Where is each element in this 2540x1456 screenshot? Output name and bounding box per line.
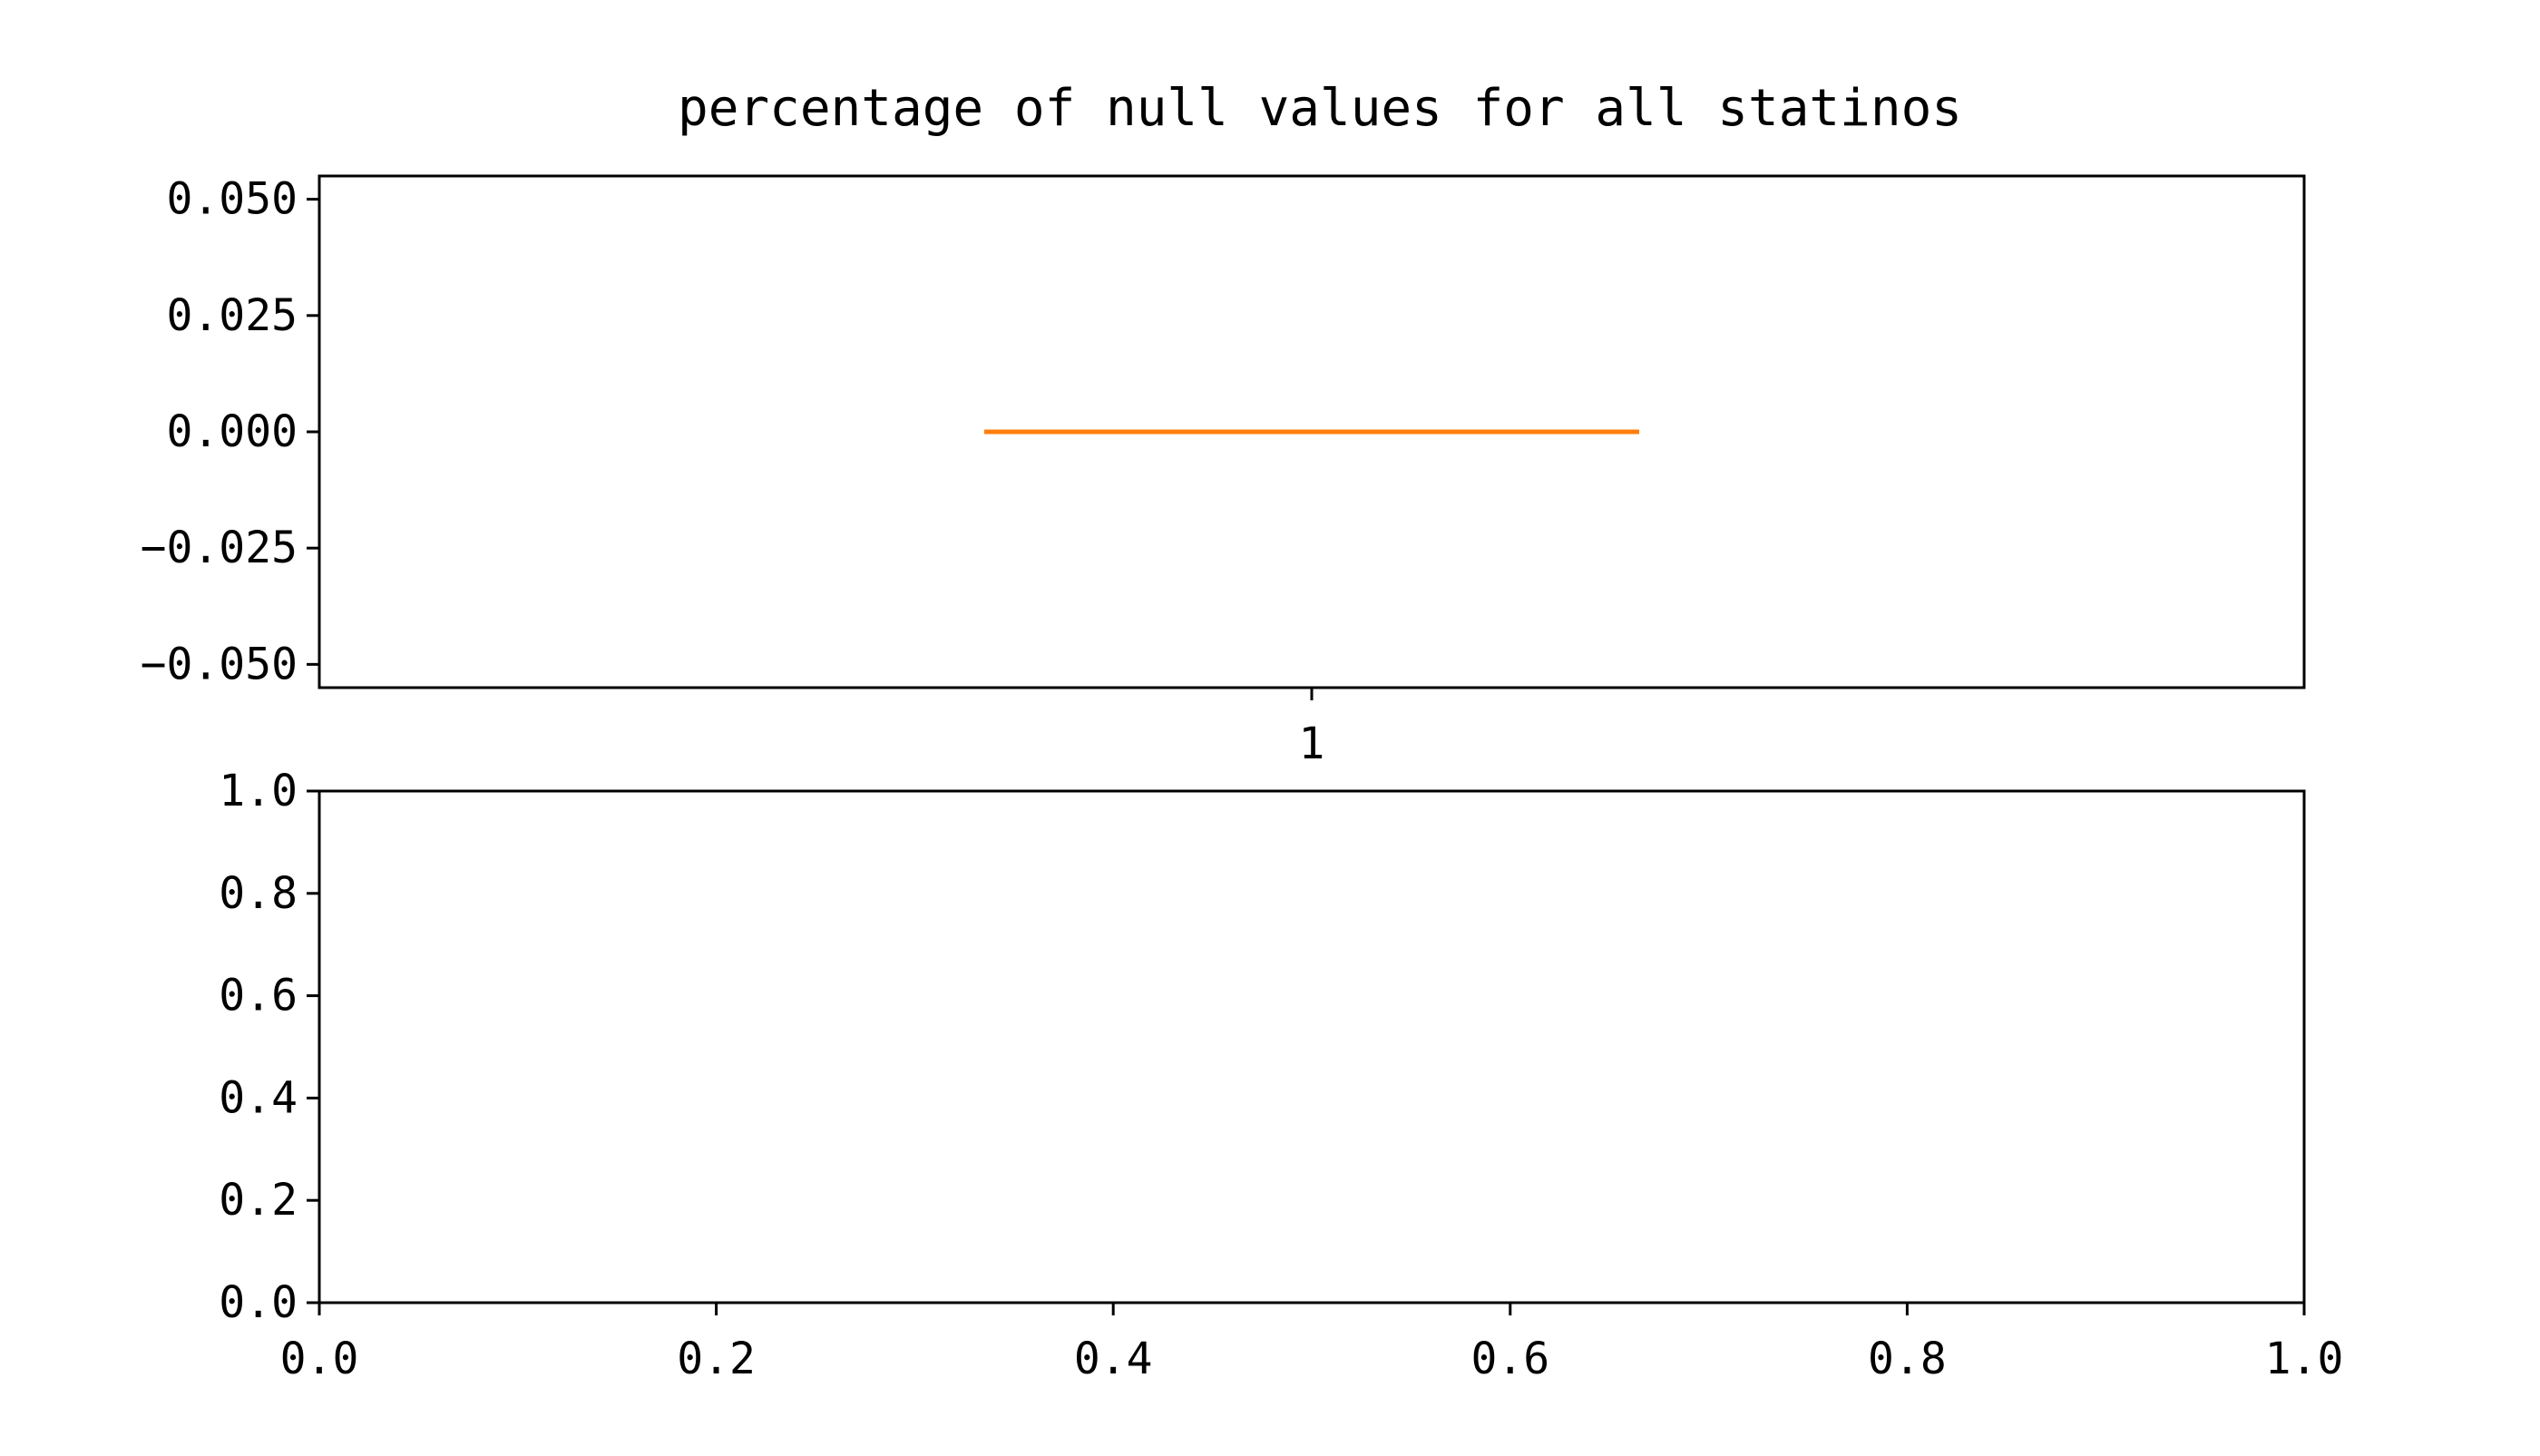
bottom-x-tick-label: 0.0 — [280, 1334, 359, 1384]
top-y-tick-label: 0.000 — [167, 406, 298, 457]
bottom-y-tick-label: 0.0 — [219, 1277, 298, 1328]
bottom-y-tick-label: 0.2 — [219, 1175, 298, 1226]
top-y-tick-label: 0.050 — [167, 174, 298, 225]
bottom-y-tick-label: 0.8 — [219, 868, 298, 919]
bottom-axes: 1.0 0.8 0.6 0.4 0.2 0.0 0.0 0.2 0.4 0.6 0.8 1.0 — [219, 766, 2343, 1384]
bottom-axes-frame — [318, 789, 2306, 1305]
bottom-x-tick-label: 0.2 — [677, 1334, 756, 1384]
bottom-x-tick-label: 0.6 — [1470, 1334, 1549, 1384]
top-y-tick-label: −0.025 — [141, 523, 298, 573]
top-axes: 0.050 0.025 0.000 −0.025 −0.050 1 — [141, 174, 2306, 769]
bottom-x-tick-label: 0.4 — [1074, 1334, 1153, 1384]
bottom-y-tick-label: 0.4 — [219, 1072, 298, 1123]
bottom-x-tick-label: 1.0 — [2265, 1334, 2344, 1384]
bottom-x-tick-label: 0.8 — [1868, 1334, 1947, 1384]
top-y-tick-label: 0.025 — [167, 290, 298, 341]
bottom-y-tick-label: 0.6 — [219, 971, 298, 1021]
top-axes-frame — [318, 174, 2306, 689]
top-y-tick-label: −0.050 — [141, 639, 298, 689]
bottom-y-tick-label: 1.0 — [219, 766, 298, 816]
chart-title: percentage of null values for all statin… — [678, 79, 1962, 138]
top-x-tick-label: 1 — [1299, 718, 1325, 769]
